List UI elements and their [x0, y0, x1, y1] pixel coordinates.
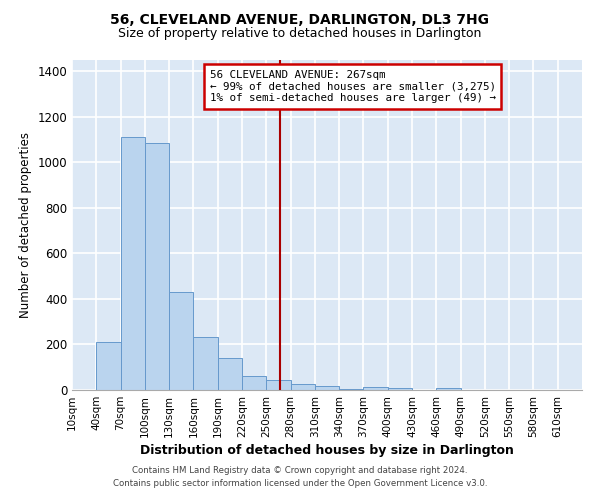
- X-axis label: Distribution of detached houses by size in Darlington: Distribution of detached houses by size …: [140, 444, 514, 457]
- Bar: [242, 376, 266, 390]
- Text: Contains HM Land Registry data © Crown copyright and database right 2024.
Contai: Contains HM Land Registry data © Crown c…: [113, 466, 487, 487]
- Bar: [388, 388, 412, 390]
- Text: 56 CLEVELAND AVENUE: 267sqm
← 99% of detached houses are smaller (3,275)
1% of s: 56 CLEVELAND AVENUE: 267sqm ← 99% of det…: [210, 70, 496, 103]
- Bar: [364, 388, 388, 390]
- Bar: [121, 138, 145, 390]
- Bar: [96, 342, 121, 390]
- Bar: [339, 389, 364, 390]
- Bar: [145, 143, 169, 390]
- Bar: [193, 336, 218, 390]
- Bar: [290, 384, 315, 390]
- Text: 56, CLEVELAND AVENUE, DARLINGTON, DL3 7HG: 56, CLEVELAND AVENUE, DARLINGTON, DL3 7H…: [110, 12, 490, 26]
- Y-axis label: Number of detached properties: Number of detached properties: [19, 132, 32, 318]
- Bar: [266, 380, 290, 390]
- Bar: [315, 386, 339, 390]
- Bar: [436, 388, 461, 390]
- Bar: [218, 358, 242, 390]
- Text: Size of property relative to detached houses in Darlington: Size of property relative to detached ho…: [118, 28, 482, 40]
- Bar: [169, 292, 193, 390]
